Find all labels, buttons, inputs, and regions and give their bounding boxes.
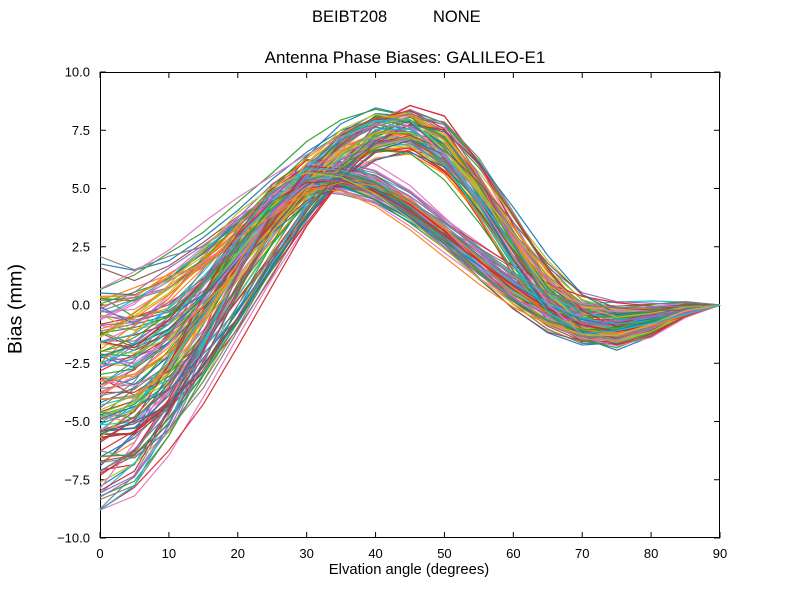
svg-text:−5.0: −5.0 (64, 414, 90, 429)
svg-text:10.0: 10.0 (65, 65, 90, 80)
svg-text:60: 60 (506, 546, 520, 561)
svg-text:0.0: 0.0 (72, 298, 90, 313)
svg-text:80: 80 (644, 546, 658, 561)
svg-text:7.5: 7.5 (72, 123, 90, 138)
svg-text:50: 50 (437, 546, 451, 561)
svg-text:0: 0 (96, 546, 103, 561)
svg-text:2.5: 2.5 (72, 239, 90, 254)
svg-text:30: 30 (299, 546, 313, 561)
svg-text:70: 70 (575, 546, 589, 561)
svg-text:40: 40 (368, 546, 382, 561)
svg-text:5.0: 5.0 (72, 181, 90, 196)
svg-text:−10.0: −10.0 (57, 531, 90, 546)
svg-text:−2.5: −2.5 (64, 356, 90, 371)
svg-text:10: 10 (162, 546, 176, 561)
svg-text:20: 20 (231, 546, 245, 561)
svg-text:−7.5: −7.5 (64, 472, 90, 487)
svg-text:90: 90 (713, 546, 727, 561)
